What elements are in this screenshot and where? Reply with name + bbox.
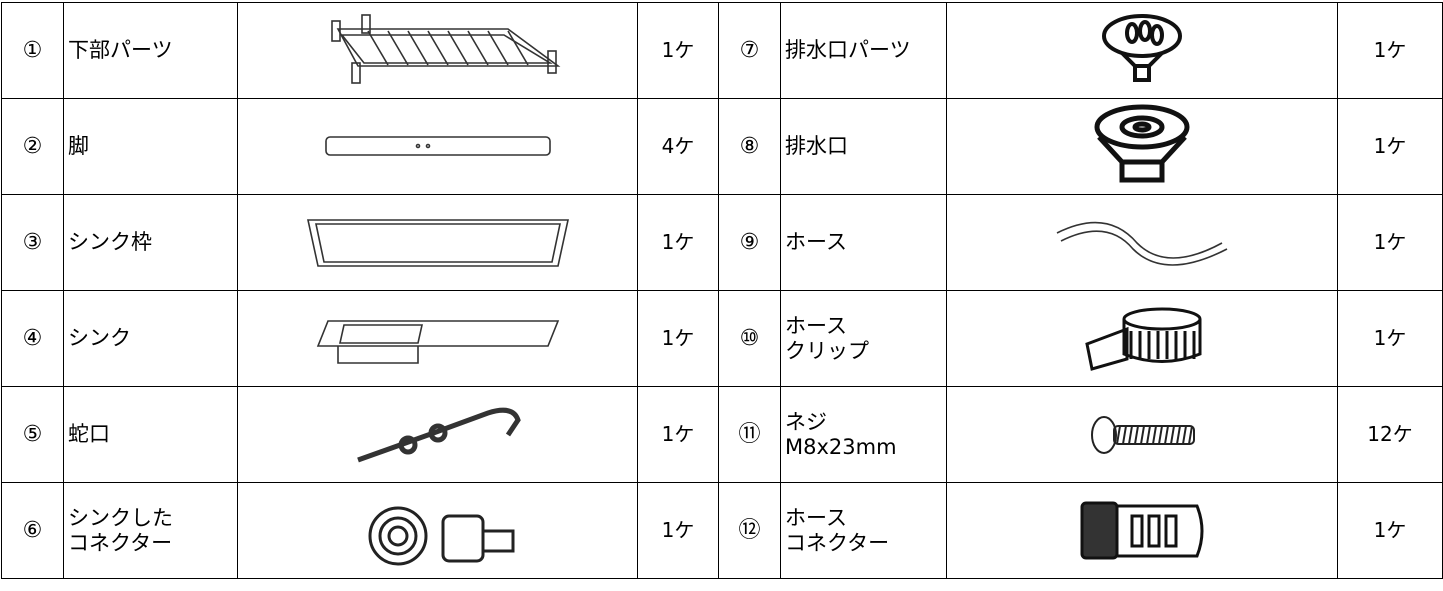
item-quantity: 1ケ [637,2,719,99]
item-image [946,290,1338,387]
item-image [946,482,1338,579]
item-image [237,98,638,195]
part-illustration [1091,415,1195,454]
item-image [237,290,638,387]
table-row: ② 脚 4ケ ⑧ 排水口 1ケ [1,98,1443,195]
item-number: ④ [1,290,64,387]
part-illustration [316,320,559,364]
item-quantity: 1ケ [1337,290,1443,387]
part-illustration [1085,307,1202,371]
part-illustration [356,407,521,462]
table-row: ⑥ シンクした コネクター 1ケ ⑫ ホース コネクター 1ケ [1,482,1443,579]
item-quantity: 1ケ [637,290,719,387]
item-quantity: 1ケ [637,482,719,579]
item-name: 下部パーツ [63,2,238,99]
table-row: ③ シンク枠 1ケ ⑨ ホース 1ケ [1,194,1443,291]
item-image [237,2,638,99]
item-name: ホース コネクター [780,482,947,579]
item-quantity: 1ケ [1337,2,1443,99]
item-number: ⑥ [1,482,64,579]
part-illustration [306,218,569,267]
item-quantity: 12ケ [1337,386,1443,483]
item-image [946,2,1338,99]
item-number: ⑦ [718,2,781,99]
item-name: ホース [780,194,947,291]
item-number: ⑪ [718,386,781,483]
item-quantity: 4ケ [637,98,719,195]
item-image [237,386,638,483]
item-name: シンク枠 [63,194,238,291]
item-image [946,194,1338,291]
part-illustration [1056,221,1228,266]
part-illustration [1102,13,1182,82]
item-number: ⑨ [718,194,781,291]
part-illustration [324,135,551,156]
item-name: 排水口パーツ [780,2,947,99]
part-illustration [368,506,514,565]
table-body: ① 下部パーツ 1ケ ⑦ 排水口パーツ 1ケ ② 脚 4ケ ⑧ 排水口 1ケ ③ シンク枠 1ケ ⑨ ホース 1ケ… [1,2,1443,579]
item-quantity: 1ケ [1337,482,1443,579]
item-number: ⑩ [718,290,781,387]
item-image [946,98,1338,195]
parts-table: ① 下部パーツ 1ケ ⑦ 排水口パーツ 1ケ ② 脚 4ケ ⑧ 排水口 1ケ ③ シンク枠 1ケ ⑨ ホース 1ケ… [1,2,1443,579]
table-row: ④ シンク 1ケ ⑩ ホース クリップ 1ケ [1,290,1443,387]
item-number: ② [1,98,64,195]
item-number: ⑤ [1,386,64,483]
item-name: シンク [63,290,238,387]
item-image [946,386,1338,483]
item-number: ⑧ [718,98,781,195]
table-row: ① 下部パーツ 1ケ ⑦ 排水口パーツ 1ケ [1,2,1443,99]
part-illustration [1080,501,1204,559]
item-number: ③ [1,194,64,291]
item-name: ネジ M8x23mm [780,386,947,483]
item-quantity: 1ケ [637,194,719,291]
item-quantity: 1ケ [637,386,719,483]
item-quantity: 1ケ [1337,98,1443,195]
item-name: シンクした コネクター [63,482,238,579]
item-name: ホース クリップ [780,290,947,387]
part-illustration [1094,104,1190,182]
item-image [237,482,638,579]
item-number: ① [1,2,64,99]
item-name: 脚 [63,98,238,195]
item-quantity: 1ケ [1337,194,1443,291]
item-number: ⑫ [718,482,781,579]
part-illustration [330,13,560,84]
item-name: 排水口 [780,98,947,195]
item-image [237,194,638,291]
table-row: ⑤ 蛇口 1ケ ⑪ ネジ M8x23mm 12ケ [1,386,1443,483]
item-name: 蛇口 [63,386,238,483]
